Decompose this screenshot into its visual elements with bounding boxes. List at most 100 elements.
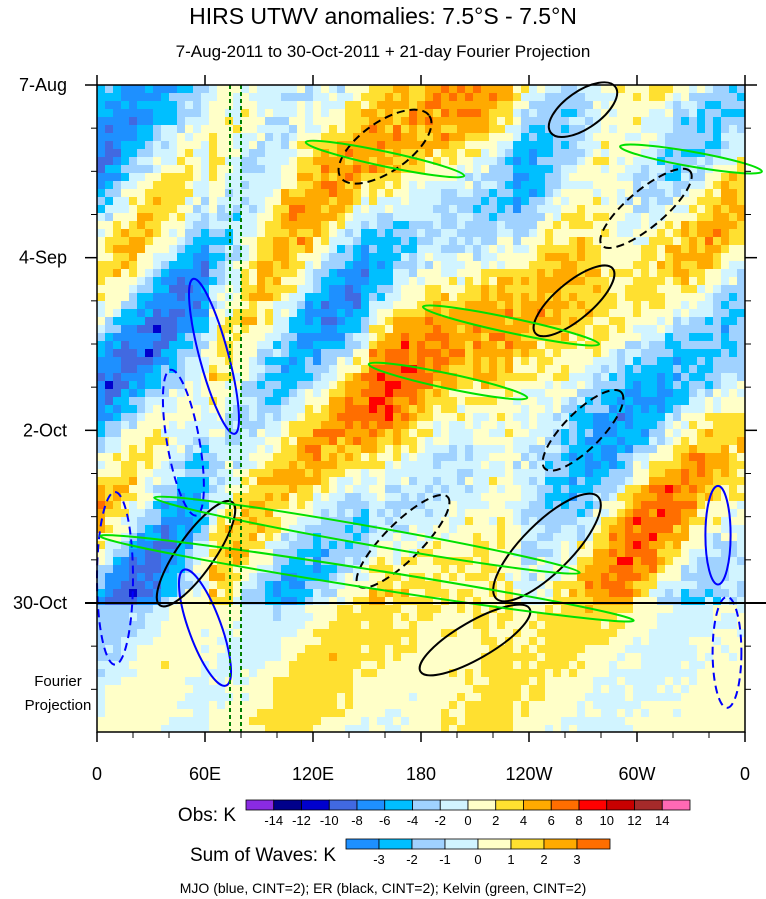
field-cell: [401, 421, 410, 430]
field-cell: [641, 493, 650, 502]
field-cell: [601, 309, 610, 318]
field-cell: [257, 357, 266, 366]
field-cell: [377, 517, 386, 526]
field-cell: [353, 317, 362, 326]
field-cell: [649, 517, 658, 526]
field-cell: [329, 285, 338, 294]
field-cell: [569, 437, 578, 446]
field-cell: [209, 517, 218, 526]
field-cell: [505, 557, 514, 566]
field-cell: [713, 317, 722, 326]
field-cell: [193, 189, 202, 198]
field-cell: [425, 221, 434, 230]
field-cell: [657, 421, 666, 430]
field-cell: [193, 317, 202, 326]
field-cell: [161, 517, 170, 526]
field-cell: [121, 325, 130, 334]
field-cell: [241, 541, 250, 550]
field-cell: [705, 453, 714, 462]
field-cell: [521, 533, 530, 542]
field-cell: [537, 141, 546, 150]
field-cell: [153, 213, 162, 222]
field-cell: [505, 157, 514, 166]
field-cell: [137, 413, 146, 422]
field-cell: [497, 453, 506, 462]
field-cell: [265, 325, 274, 334]
field-cell: [121, 173, 130, 182]
field-cell: [441, 429, 450, 438]
field-cell: [361, 229, 370, 238]
field-cell: [673, 461, 682, 470]
field-cell: [713, 85, 722, 94]
field-cell: [225, 149, 234, 158]
field-cell: [297, 493, 306, 502]
field-cell: [161, 541, 170, 550]
field-cell: [193, 181, 202, 190]
field-cell: [729, 453, 738, 462]
field-cell: [513, 173, 522, 182]
field-cell: [609, 165, 618, 174]
field-cell: [457, 517, 466, 526]
field-cell: [433, 205, 442, 214]
field-cell: [633, 277, 642, 286]
field-cell: [145, 229, 154, 238]
field-cell: [193, 149, 202, 158]
field-cell: [273, 397, 282, 406]
field-cell: [337, 397, 346, 406]
field-cell: [145, 261, 154, 270]
field-cell: [105, 93, 114, 102]
field-cell: [665, 173, 674, 182]
field-cell: [697, 157, 706, 166]
field-cell: [553, 149, 562, 158]
field-cell: [105, 461, 114, 470]
field-cell: [265, 381, 274, 390]
field-cell: [297, 285, 306, 294]
field-cell: [481, 397, 490, 406]
field-cell: [313, 349, 322, 358]
field-cell: [633, 85, 642, 94]
field-cell: [121, 509, 130, 518]
field-cell: [473, 253, 482, 262]
field-cell: [105, 293, 114, 302]
field-cell: [521, 85, 530, 94]
field-cell: [577, 421, 586, 430]
field-cell: [257, 277, 266, 286]
field-cell: [585, 165, 594, 174]
field-cell: [721, 565, 730, 574]
field-cell: [321, 109, 330, 118]
field-cell: [137, 133, 146, 142]
field-cell: [633, 501, 642, 510]
field-cell: [465, 525, 474, 534]
field-cell: [369, 429, 378, 438]
field-cell: [601, 133, 610, 142]
field-cell: [385, 549, 394, 558]
field-cell: [681, 461, 690, 470]
field-cell: [241, 277, 250, 286]
field-cell: [113, 429, 122, 438]
field-cell: [209, 149, 218, 158]
field-cell: [393, 445, 402, 454]
field-cell: [105, 421, 114, 430]
field-cell: [625, 269, 634, 278]
field-cell: [489, 133, 498, 142]
field-cell: [145, 461, 154, 470]
field-cell: [121, 421, 130, 430]
field-cell: [593, 165, 602, 174]
field-cell: [465, 293, 474, 302]
field-cell: [281, 469, 290, 478]
field-cell: [129, 437, 138, 446]
field-cell: [505, 493, 514, 502]
field-cell: [665, 397, 674, 406]
field-cell: [337, 101, 346, 110]
field-cell: [313, 365, 322, 374]
field-cell: [593, 173, 602, 182]
field-cell: [481, 181, 490, 190]
field-cell: [321, 453, 330, 462]
field-cell: [513, 125, 522, 134]
field-cell: [257, 453, 266, 462]
field-cell: [233, 373, 242, 382]
field-cell: [297, 197, 306, 206]
field-cell: [473, 493, 482, 502]
field-cell: [537, 349, 546, 358]
field-cell: [289, 189, 298, 198]
